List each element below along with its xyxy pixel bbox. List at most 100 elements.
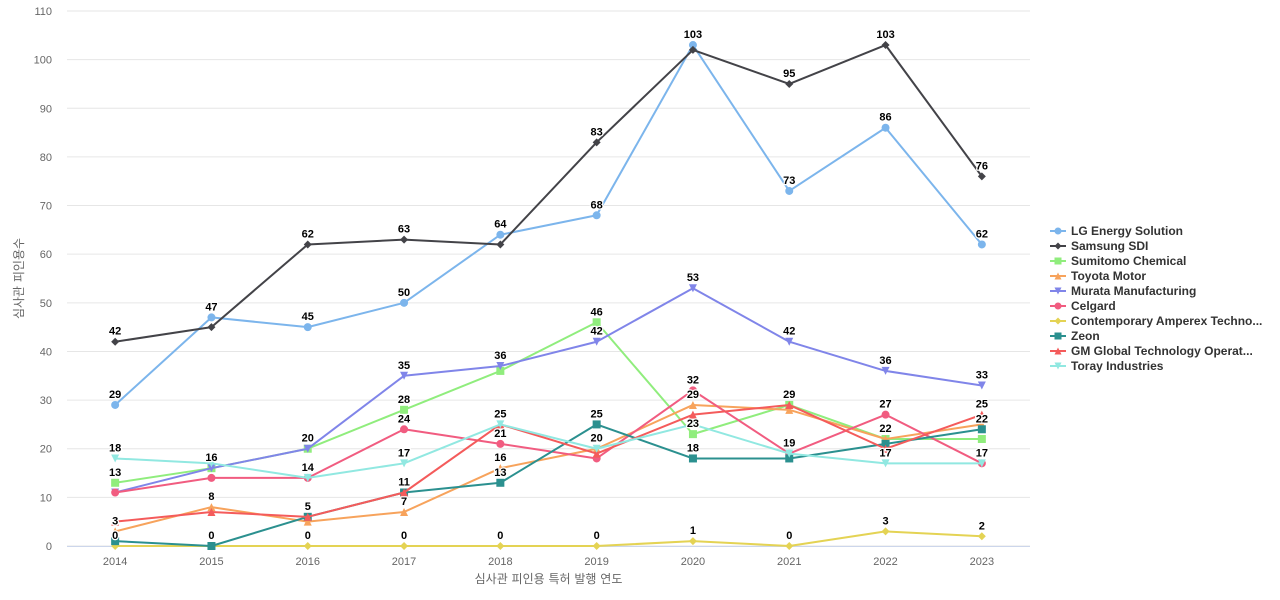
data-point[interactable] [496, 420, 505, 429]
data-point[interactable] [688, 284, 697, 293]
data-point[interactable] [592, 449, 601, 458]
data-point[interactable] [207, 464, 216, 473]
data-point[interactable] [111, 337, 120, 346]
data-point[interactable] [111, 454, 120, 463]
data-point[interactable] [303, 473, 312, 482]
series-samsung-sdi[interactable] [111, 41, 986, 346]
data-point[interactable] [303, 240, 312, 249]
data-point[interactable] [207, 473, 216, 482]
series-celgard[interactable] [111, 386, 986, 497]
data-point[interactable] [400, 542, 409, 550]
series-line[interactable] [114, 44, 983, 406]
data-point[interactable] [977, 172, 986, 181]
legend-item-contemporary-amperex-techno[interactable]: Contemporary Amperex Techno... [1050, 313, 1262, 328]
series-toray-industries[interactable] [111, 420, 986, 482]
data-point[interactable] [111, 478, 120, 487]
data-point[interactable] [592, 318, 601, 327]
data-point[interactable] [303, 444, 312, 453]
data-point[interactable] [400, 507, 409, 516]
data-point[interactable] [592, 420, 601, 429]
data-point[interactable] [400, 425, 409, 434]
legend-item-samsung-sdi[interactable]: Samsung SDI [1050, 238, 1262, 253]
data-point[interactable] [207, 503, 216, 512]
series-line[interactable] [114, 423, 983, 479]
data-point[interactable] [688, 41, 697, 50]
series-line[interactable] [114, 423, 983, 547]
data-point[interactable] [785, 337, 794, 346]
series-zeon[interactable] [111, 420, 986, 550]
data-point[interactable] [881, 366, 890, 375]
series-murata-manufacturing[interactable] [111, 284, 986, 497]
data-point[interactable] [592, 211, 601, 220]
data-point[interactable] [785, 186, 794, 195]
data-point[interactable] [207, 507, 216, 516]
data-point[interactable] [688, 430, 697, 439]
data-point[interactable] [785, 542, 794, 550]
data-point[interactable] [881, 41, 890, 50]
legend-item-murata-manufacturing[interactable]: Murata Manufacturing [1050, 283, 1262, 298]
data-point[interactable] [496, 478, 505, 487]
data-point[interactable] [881, 444, 890, 453]
data-point[interactable] [688, 454, 697, 463]
legend-item-toyota-motor[interactable]: Toyota Motor [1050, 268, 1262, 283]
data-point[interactable] [592, 542, 601, 550]
series-line[interactable] [114, 403, 983, 523]
legend-item-zeon[interactable]: Zeon [1050, 328, 1262, 343]
data-point[interactable] [496, 464, 505, 473]
data-point[interactable] [881, 527, 890, 536]
data-point[interactable] [400, 371, 409, 380]
data-point[interactable] [400, 235, 409, 244]
data-point[interactable] [881, 459, 890, 468]
series-lg-energy-solution[interactable] [111, 41, 986, 409]
data-point[interactable] [785, 449, 794, 458]
series-gm-global-technology-operat[interactable] [111, 400, 986, 526]
data-point[interactable] [400, 488, 409, 497]
data-point[interactable] [592, 444, 601, 453]
data-point[interactable] [688, 45, 697, 54]
data-point[interactable] [688, 400, 697, 409]
data-point[interactable] [111, 488, 120, 497]
data-point[interactable] [207, 323, 216, 332]
series-line[interactable] [114, 287, 983, 494]
data-point[interactable] [977, 459, 986, 468]
data-point[interactable] [400, 405, 409, 414]
data-point[interactable] [207, 313, 216, 322]
data-point[interactable] [881, 410, 890, 419]
data-point[interactable] [111, 537, 120, 546]
data-point[interactable] [785, 405, 794, 414]
legend-item-gm-global-technology-operat[interactable]: GM Global Technology Operat... [1050, 343, 1262, 358]
data-point[interactable] [303, 517, 312, 526]
data-point[interactable] [303, 323, 312, 332]
data-point[interactable] [785, 454, 794, 463]
data-point[interactable] [496, 439, 505, 448]
data-point[interactable] [496, 366, 505, 375]
data-point[interactable] [592, 337, 601, 346]
data-point[interactable] [977, 532, 986, 541]
series-line[interactable] [114, 44, 983, 343]
data-point[interactable] [207, 542, 216, 550]
data-point[interactable] [688, 420, 697, 429]
data-point[interactable] [496, 230, 505, 239]
data-point[interactable] [785, 400, 794, 409]
data-point[interactable] [111, 400, 120, 409]
data-point[interactable] [400, 459, 409, 468]
data-point[interactable] [111, 527, 120, 536]
series-line[interactable] [114, 389, 983, 494]
legend-item-toray-industries[interactable]: Toray Industries [1050, 358, 1262, 373]
data-point[interactable] [688, 386, 697, 395]
data-point[interactable] [785, 79, 794, 88]
legend-item-sumitomo-chemical[interactable]: Sumitomo Chemical [1050, 253, 1262, 268]
data-point[interactable] [977, 381, 986, 390]
series-line[interactable] [114, 530, 983, 547]
data-point[interactable] [881, 439, 890, 448]
data-point[interactable] [111, 517, 120, 526]
data-point[interactable] [592, 138, 601, 147]
data-point[interactable] [977, 410, 986, 419]
data-point[interactable] [881, 123, 890, 132]
data-point[interactable] [688, 410, 697, 419]
data-point[interactable] [303, 512, 312, 521]
data-point[interactable] [496, 240, 505, 249]
data-point[interactable] [496, 362, 505, 371]
data-point[interactable] [400, 298, 409, 307]
data-point[interactable] [688, 537, 697, 546]
